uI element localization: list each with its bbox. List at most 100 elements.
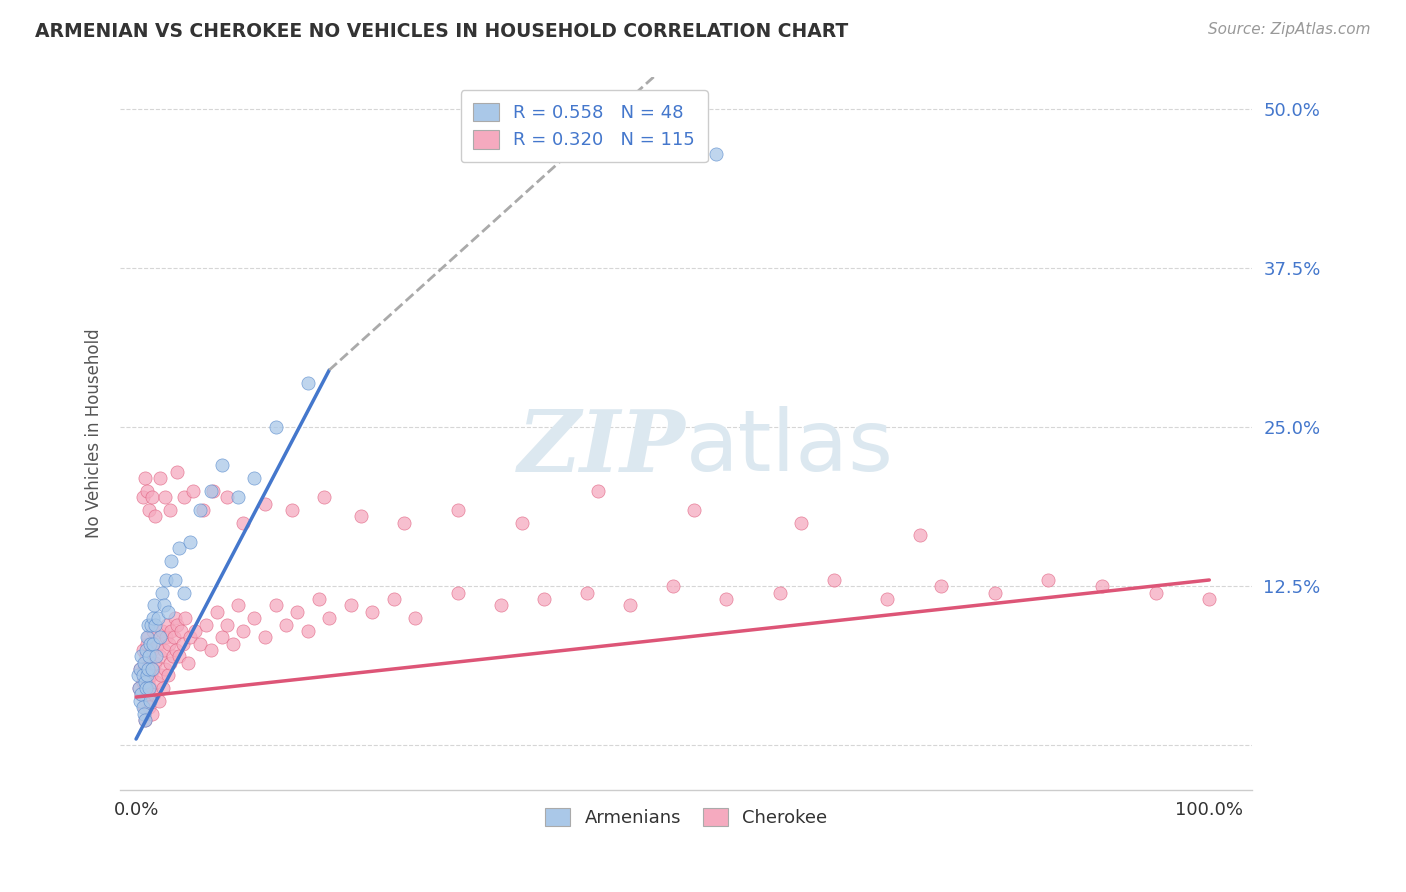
Point	[141, 706, 163, 721]
Point	[174, 611, 197, 625]
Point	[135, 630, 157, 644]
Point	[166, 465, 188, 479]
Y-axis label: No Vehicles in Household: No Vehicles in Household	[86, 329, 103, 539]
Point	[131, 491, 153, 505]
Point	[153, 491, 176, 505]
Point	[512, 516, 534, 530]
Point	[145, 649, 167, 664]
Point	[280, 503, 302, 517]
Point	[769, 585, 792, 599]
Point	[285, 605, 308, 619]
Point	[131, 668, 153, 682]
Point	[163, 573, 186, 587]
Point	[142, 624, 165, 638]
Point	[138, 700, 160, 714]
Point	[172, 637, 194, 651]
Point	[1198, 592, 1220, 607]
Point	[149, 471, 172, 485]
Point	[211, 458, 233, 473]
Point	[142, 662, 165, 676]
Point	[211, 630, 233, 644]
Point	[152, 681, 174, 695]
Point	[790, 516, 813, 530]
Point	[205, 605, 228, 619]
Point	[217, 617, 239, 632]
Point	[157, 668, 180, 682]
Point	[350, 509, 373, 524]
Text: atlas: atlas	[686, 407, 894, 490]
Point	[134, 713, 156, 727]
Point	[876, 592, 898, 607]
Point	[226, 599, 249, 613]
Point	[135, 688, 157, 702]
Point	[194, 617, 217, 632]
Point	[128, 681, 150, 695]
Point	[162, 649, 184, 664]
Point	[127, 668, 149, 682]
Point	[253, 630, 276, 644]
Point	[141, 491, 163, 505]
Point	[149, 649, 172, 664]
Point	[190, 637, 212, 651]
Point	[159, 503, 181, 517]
Point	[176, 656, 198, 670]
Point	[135, 668, 157, 682]
Point	[135, 637, 157, 651]
Point	[202, 483, 225, 498]
Point	[190, 503, 212, 517]
Point	[134, 674, 156, 689]
Point	[191, 503, 214, 517]
Point	[159, 656, 181, 670]
Point	[704, 146, 727, 161]
Point	[153, 662, 176, 676]
Point	[184, 624, 207, 638]
Point	[153, 599, 176, 613]
Point	[661, 579, 683, 593]
Point	[823, 573, 845, 587]
Point	[153, 643, 176, 657]
Point	[129, 662, 152, 676]
Point	[145, 617, 167, 632]
Point	[170, 624, 193, 638]
Point	[264, 420, 287, 434]
Point	[163, 611, 186, 625]
Point	[447, 585, 470, 599]
Point	[142, 611, 165, 625]
Point	[131, 674, 153, 689]
Point	[179, 534, 201, 549]
Point	[141, 643, 163, 657]
Point	[173, 585, 195, 599]
Point	[297, 624, 319, 638]
Point	[150, 624, 173, 638]
Point	[619, 599, 641, 613]
Point	[131, 700, 153, 714]
Point	[128, 681, 150, 695]
Point	[155, 630, 177, 644]
Point	[132, 700, 155, 714]
Point	[1144, 585, 1167, 599]
Point	[166, 617, 188, 632]
Text: ARMENIAN VS CHEROKEE NO VEHICLES IN HOUSEHOLD CORRELATION CHART: ARMENIAN VS CHEROKEE NO VEHICLES IN HOUS…	[35, 22, 848, 41]
Point	[447, 503, 470, 517]
Point	[135, 643, 157, 657]
Point	[134, 471, 156, 485]
Point	[243, 611, 266, 625]
Point	[131, 688, 153, 702]
Point	[173, 491, 195, 505]
Point	[156, 617, 179, 632]
Point	[129, 694, 152, 708]
Point	[132, 656, 155, 670]
Point	[1038, 573, 1060, 587]
Point	[139, 637, 162, 651]
Point	[138, 681, 160, 695]
Point	[929, 579, 952, 593]
Point	[157, 637, 180, 651]
Point	[145, 656, 167, 670]
Point	[200, 643, 222, 657]
Point	[312, 491, 335, 505]
Point	[339, 599, 361, 613]
Point	[308, 592, 330, 607]
Point	[139, 681, 162, 695]
Point	[586, 483, 609, 498]
Point	[243, 471, 266, 485]
